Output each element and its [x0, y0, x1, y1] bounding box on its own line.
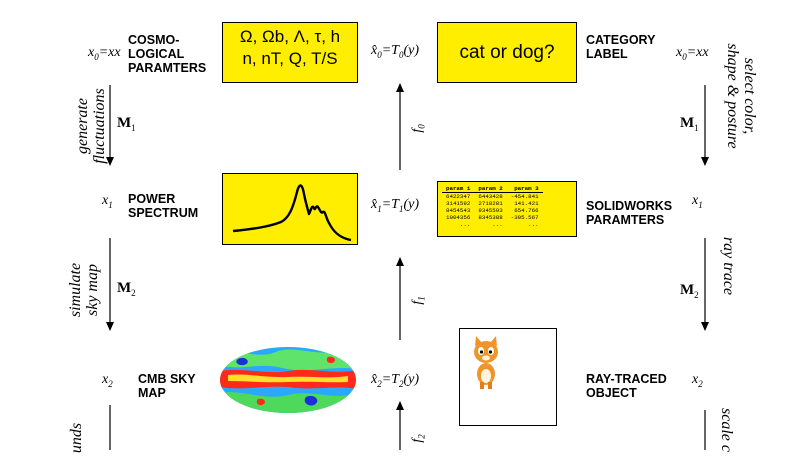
table-cell: 2718281	[478, 200, 503, 207]
table-cell: 6443428	[478, 193, 503, 200]
power-spectrum-label: POWER SPECTRUM	[128, 192, 199, 220]
table-cell: ...	[528, 221, 539, 228]
cosmological-parameters-label: COSMO- LOGICAL PARAMTERS	[128, 33, 207, 75]
arrows-layer	[106, 83, 709, 450]
f1-label: f1	[409, 296, 427, 305]
cat-or-dog-text: cat or dog?	[459, 41, 555, 63]
table-header: param 3	[506, 185, 543, 193]
table-cell: 141.421	[514, 200, 539, 207]
table-cell: 3141592	[446, 200, 471, 207]
table-cell: 8345388	[478, 214, 503, 221]
solidworks-parameters-label: SOLIDWORKS PARAMTERS	[586, 199, 673, 227]
right-m2-label: M2	[680, 282, 699, 300]
xhat0-equation: x̂0=T0(y)	[371, 43, 419, 60]
ray-traced-object-label: RAY-TRACED OBJECT	[586, 372, 667, 400]
right-x1-label: x1	[692, 193, 703, 210]
power-spectrum-box	[222, 173, 358, 245]
table-row: ... ... ...	[442, 221, 543, 228]
table-header-row: param 1 param 2 param 3	[442, 185, 543, 193]
select-color-shape-posture-label: select color, shape & posture	[724, 43, 758, 149]
table-cell: 6422347	[446, 193, 471, 200]
category-label: CATEGORY LABEL	[586, 33, 656, 61]
table-row: 8454543 9345593 654.766	[442, 207, 543, 214]
xhat2-equation: x̂2=T2(y)	[371, 372, 419, 389]
right-x2-label: x2	[692, 372, 703, 389]
diagram-canvas: x0=xx COSMO- LOGICAL PARAMTERS generate …	[67, 22, 758, 453]
cat-figure-icon	[474, 336, 498, 389]
table-cell: 1004356	[446, 214, 471, 221]
table-cell: -305.567	[510, 214, 539, 221]
scale-partial-label: scale c	[718, 408, 735, 452]
right-x0-label: x0=xx	[676, 45, 709, 62]
cosmological-params-box: Ω, Ωb, Λ, τ, h n, nT, Q, T/S	[222, 22, 358, 83]
table-cell: ...	[492, 221, 503, 228]
table-cell: 9345593	[478, 207, 503, 214]
cmb-sky-map	[220, 347, 356, 413]
xhat1-equation: x̂1=T1(y)	[371, 197, 419, 214]
left-x1-label: x1	[102, 193, 113, 210]
left-x2-label: x2	[102, 372, 113, 389]
table-cell: 8454543	[446, 207, 471, 214]
bottom-left-partial-label: unds	[68, 422, 85, 454]
ray-trace-label: ray trace	[720, 236, 737, 296]
table-cell: 654.766	[514, 207, 539, 214]
table-row: 1004356 8345388 -305.567	[442, 214, 543, 221]
solidworks-params-box: param 1 param 2 param 3 6422347 6443428 …	[437, 181, 577, 237]
left-m2-label: M2	[117, 280, 136, 298]
cmb-sky-map-label: CMB SKY MAP	[138, 372, 196, 400]
table-header: param 1	[442, 185, 475, 193]
left-x0-label: x0=xx	[88, 45, 121, 62]
f0-label: f0	[409, 124, 427, 133]
right-m1-label: M1	[680, 115, 699, 133]
left-m1-label: M1	[117, 115, 136, 133]
table-cell: -454.841	[510, 193, 539, 200]
power-spectrum-curve	[232, 184, 352, 242]
generate-fluctuations-label: generate fluctuations	[74, 88, 108, 164]
simulate-sky-map-label: simulate sky map	[67, 262, 101, 318]
solidworks-params-table: param 1 param 2 param 3 6422347 6443428 …	[442, 185, 543, 228]
cat-or-dog-box: cat or dog?	[437, 22, 577, 83]
params-box-text: Ω, Ωb, Λ, τ, h n, nT, Q, T/S	[239, 27, 341, 68]
f2-label: f2	[409, 434, 427, 443]
table-row: 3141592 2718281 141.421	[442, 200, 543, 207]
ray-traced-object-box	[459, 328, 557, 426]
table-header: param 2	[474, 185, 507, 193]
table-row: 6422347 6443428 -454.841	[442, 193, 543, 201]
table-cell: ...	[459, 221, 471, 228]
